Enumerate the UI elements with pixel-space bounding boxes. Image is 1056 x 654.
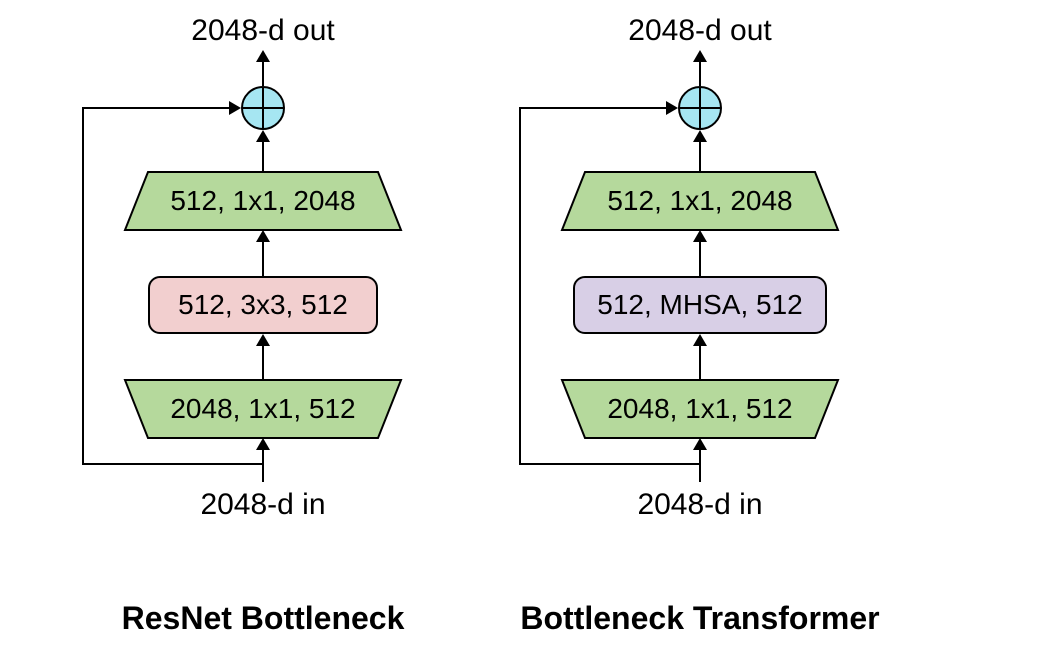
bottransformer-out-label: 2048-d out — [450, 14, 950, 48]
bottransformer-in-label: 2048-d in — [450, 488, 950, 522]
bottransformer-block-0 — [562, 380, 838, 438]
bottransformer-block-2 — [562, 172, 838, 230]
diagram-stage: 2048, 1x1, 512512, 3x3, 512512, 1x1, 204… — [0, 0, 1056, 654]
bottransformer-arrow-add-out — [0, 0, 1056, 654]
bottransformer-adder — [678, 86, 722, 130]
bottransformer-title: Bottleneck Transformer — [450, 600, 950, 637]
bottransformer-block-1: 512, MHSA, 512 — [573, 276, 827, 334]
